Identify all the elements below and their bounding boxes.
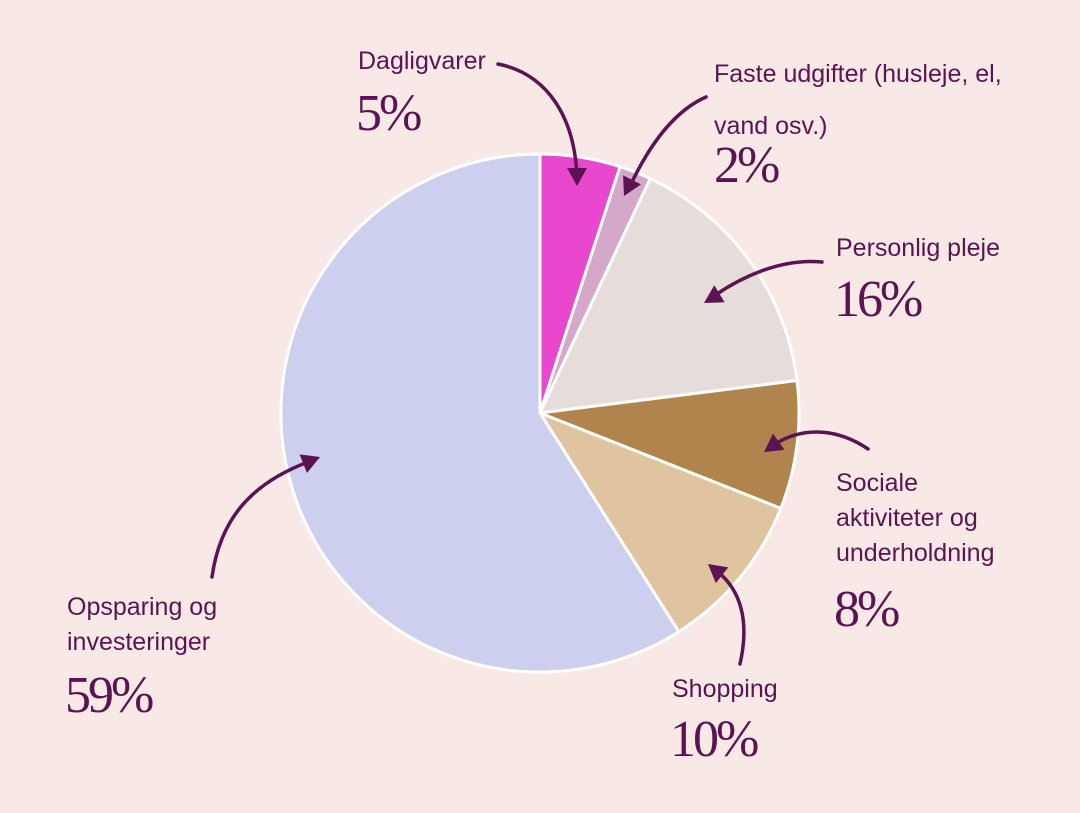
arrowhead-5 — [299, 454, 320, 473]
pointer-arrow-2 — [712, 259, 824, 298]
label-shopping: Shopping — [672, 675, 778, 703]
percent-dagligvarer: 5% — [356, 85, 422, 142]
percent-shopping: 10% — [670, 711, 759, 768]
pointer-arrow-5 — [210, 460, 310, 579]
arrowhead-4 — [708, 564, 729, 584]
label-dagligvarer: Dagligvarer — [358, 47, 486, 75]
percent-sociale-aktiviteter: 8% — [834, 581, 900, 638]
pie-slice-5 — [279, 152, 681, 674]
pointer-arrow-3 — [773, 430, 870, 451]
pointer-arrow-0 — [496, 62, 579, 180]
arrowhead-3 — [764, 433, 785, 452]
percent-personlig-pleje: 16% — [834, 271, 923, 328]
label-faste-udgifter: Faste udgifter (husleje, el, vand osv.) — [714, 60, 1002, 140]
arrowhead-2 — [704, 285, 725, 303]
arrowhead-0 — [567, 168, 587, 186]
percent-opsparing: 59% — [65, 667, 154, 724]
pointer-arrow-4 — [716, 570, 746, 666]
pie-slice-3 — [538, 379, 801, 510]
label-opsparing: Opsparing og investeringer — [67, 593, 218, 656]
arrowhead-1 — [623, 175, 641, 196]
pie-slice-2 — [538, 177, 799, 415]
label-personlig-pleje: Personlig pleje — [836, 234, 1000, 262]
pointer-arrow-1 — [628, 95, 708, 188]
percent-faste-udgifter: 2% — [714, 137, 780, 194]
label-sociale-aktiviteter: Sociale aktiviteter og underholdning — [836, 469, 995, 567]
